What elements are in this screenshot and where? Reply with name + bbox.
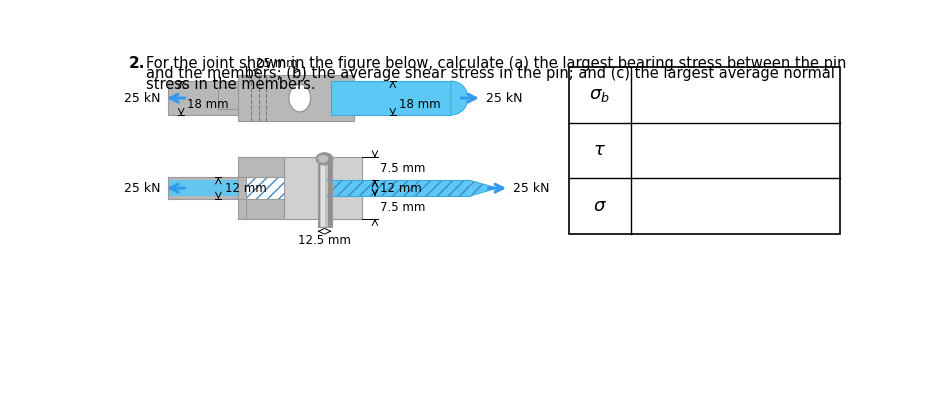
Text: 25 kN: 25 kN: [124, 92, 160, 104]
Ellipse shape: [289, 84, 311, 112]
Wedge shape: [451, 81, 468, 115]
Text: 25 kN: 25 kN: [486, 92, 522, 104]
Text: 18 mm: 18 mm: [399, 98, 440, 111]
Ellipse shape: [316, 153, 333, 165]
Bar: [168, 177, 249, 199]
Text: 2.: 2.: [129, 56, 145, 71]
Bar: [317, 159, 331, 227]
Bar: [320, 159, 327, 227]
Text: 25 kN: 25 kN: [513, 182, 550, 195]
Bar: [284, 157, 361, 219]
Text: 7.5 mm: 7.5 mm: [379, 162, 425, 175]
Ellipse shape: [317, 155, 328, 163]
Text: 7.5 mm: 7.5 mm: [379, 201, 425, 214]
Text: $\sigma$: $\sigma$: [593, 197, 607, 215]
Bar: [330, 81, 451, 115]
Text: stress in the members.: stress in the members.: [146, 77, 315, 92]
Text: 25 mm: 25 mm: [256, 56, 297, 70]
Bar: [168, 81, 246, 115]
Text: For the joint shown in the figure below, calculate (a) the largest bearing stres: For the joint shown in the figure below,…: [146, 56, 846, 71]
Bar: [322, 159, 325, 227]
Bar: [246, 177, 284, 199]
Bar: [327, 180, 470, 196]
Text: 25 kN: 25 kN: [124, 182, 160, 195]
Bar: [168, 180, 249, 196]
Bar: [238, 75, 354, 121]
Bar: [246, 177, 284, 199]
Text: 12 mm: 12 mm: [225, 182, 266, 195]
Text: 12.5 mm: 12.5 mm: [298, 234, 351, 247]
Bar: [238, 157, 284, 219]
Text: 18 mm: 18 mm: [187, 98, 229, 111]
Text: 12 mm: 12 mm: [379, 182, 422, 195]
Bar: [327, 180, 470, 196]
Bar: [218, 87, 264, 109]
Text: $\sigma_b$: $\sigma_b$: [589, 86, 610, 104]
Text: $\tau$: $\tau$: [593, 142, 606, 160]
Text: and the members; (b) the average shear stress in the pin; and (c) the largest av: and the members; (b) the average shear s…: [146, 66, 835, 82]
Bar: [246, 199, 284, 217]
Polygon shape: [470, 180, 498, 196]
Bar: [246, 160, 284, 177]
Bar: [568, 67, 840, 234]
